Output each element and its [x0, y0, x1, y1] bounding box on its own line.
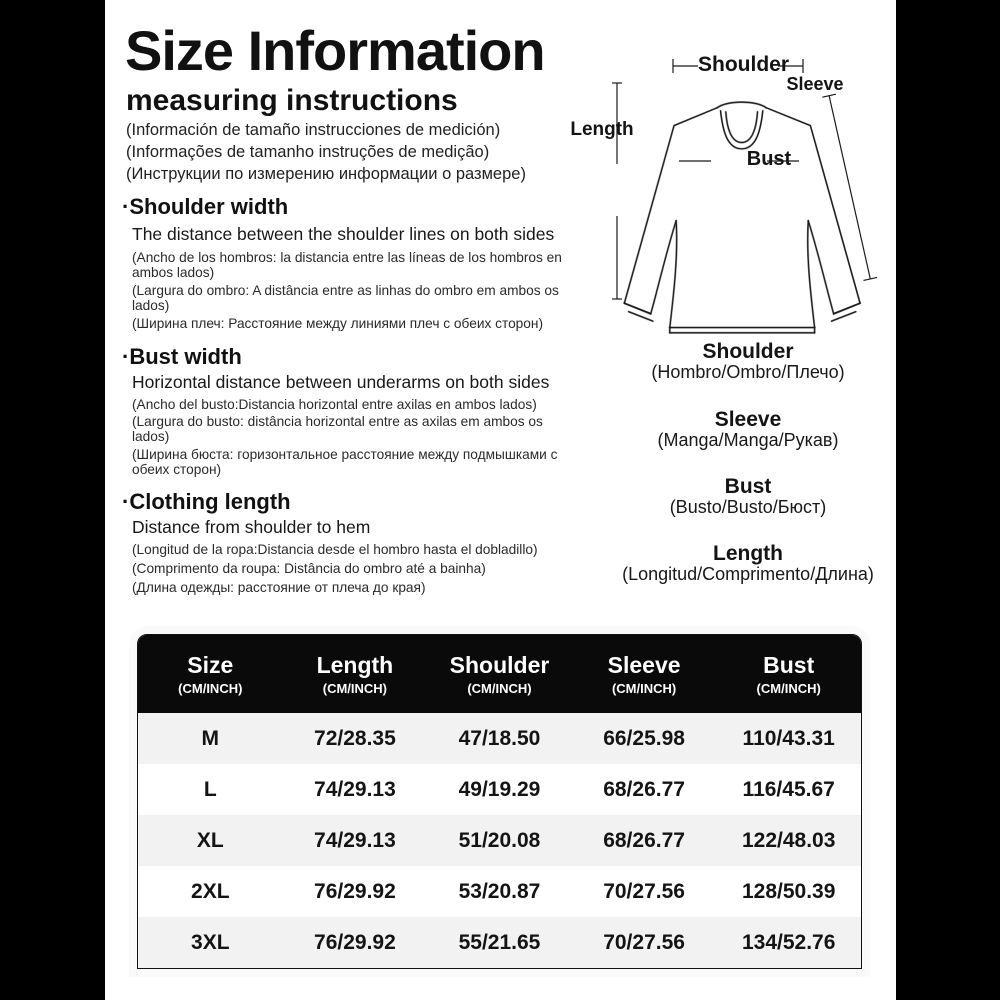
svg-text:Length: Length [570, 119, 633, 140]
svg-text:Sleeve: Sleeve [786, 74, 843, 94]
